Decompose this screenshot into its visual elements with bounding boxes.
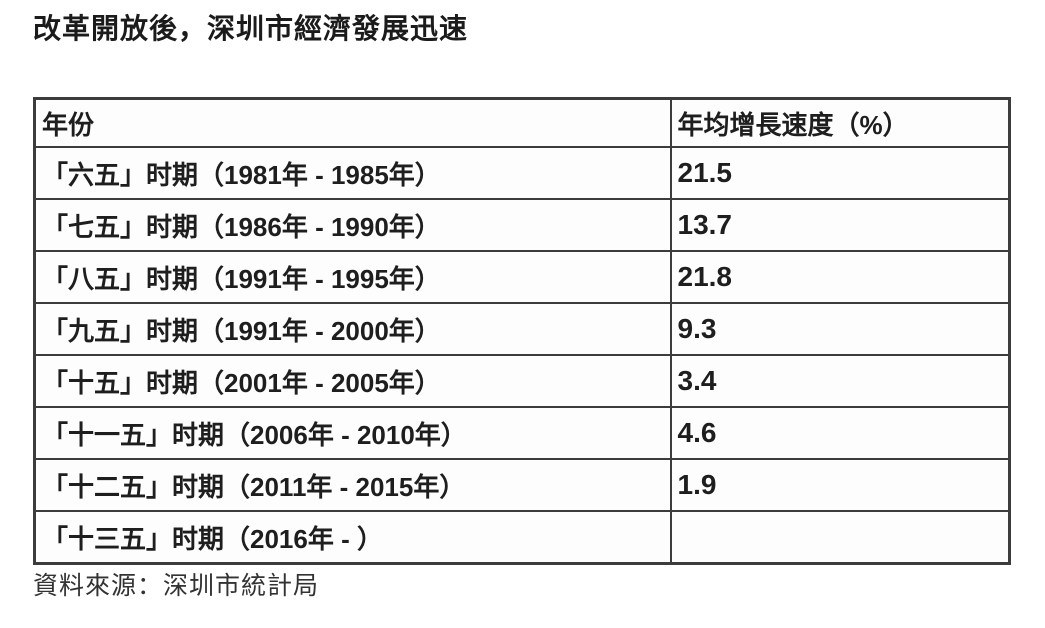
period-cell: 「十一五」时期（2006年 - 2010年） [33, 406, 672, 460]
table-row: 「九五」时期（1991年 - 2000年） 9.3 [33, 302, 1011, 356]
period-cell: 「十三五」时期（2016年 - ） [33, 510, 672, 565]
period-cell: 「八五」时期（1991年 - 1995年） [33, 250, 672, 304]
table-row: 「六五」时期（1981年 - 1985年） 21.5 [33, 146, 1011, 200]
period-cell: 「六五」时期（1981年 - 1985年） [33, 146, 672, 200]
table-row: 「七五」时期（1986年 - 1990年） 13.7 [33, 198, 1011, 252]
growth-rate-cell [669, 510, 1011, 565]
period-cell: 「七五」时期（1986年 - 1990年） [33, 198, 672, 252]
growth-rate-cell: 13.7 [669, 198, 1011, 252]
growth-rate-cell: 4.6 [669, 406, 1011, 460]
column-header-growth-rate: 年均增長速度（%） [669, 97, 1011, 148]
growth-rate-cell: 21.5 [669, 146, 1011, 200]
table-body: 「六五」时期（1981年 - 1985年） 21.5 「七五」时期（1986年 … [33, 146, 1011, 565]
period-cell: 「十二五」时期（2011年 - 2015年） [33, 458, 672, 512]
table-header-row: 年份 年均增長速度（%） [33, 97, 1011, 148]
table-row: 「十一五」时期（2006年 - 2010年） 4.6 [33, 406, 1011, 460]
growth-rate-table: 年份 年均增長速度（%） 「六五」时期（1981年 - 1985年） 21.5 … [33, 97, 1011, 565]
table-row: 「十五」时期（2001年 - 2005年） 3.4 [33, 354, 1011, 408]
table-row: 「十三五」时期（2016年 - ） [33, 510, 1011, 565]
page-title: 改革開放後，深圳市經濟發展迅速 [33, 13, 469, 44]
data-source-note: 資料來源：深圳市統計局 [33, 572, 320, 600]
growth-rate-cell: 1.9 [669, 458, 1011, 512]
period-cell: 「九五」时期（1991年 - 2000年） [33, 302, 672, 356]
growth-rate-cell: 9.3 [669, 302, 1011, 356]
growth-rate-cell: 3.4 [669, 354, 1011, 408]
growth-rate-cell: 21.8 [669, 250, 1011, 304]
period-cell: 「十五」时期（2001年 - 2005年） [33, 354, 672, 408]
table-row: 「十二五」时期（2011年 - 2015年） 1.9 [33, 458, 1011, 512]
column-header-year: 年份 [33, 97, 672, 148]
table-row: 「八五」时期（1991年 - 1995年） 21.8 [33, 250, 1011, 304]
